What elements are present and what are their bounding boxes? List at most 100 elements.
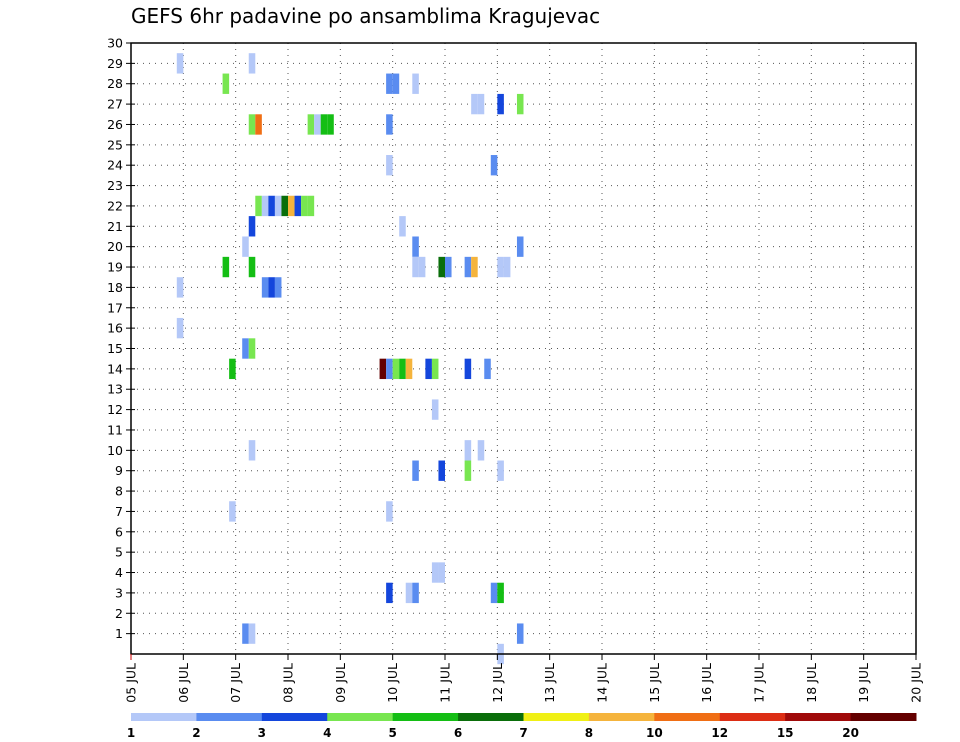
- precip-cell: [399, 216, 406, 237]
- precip-cell: [255, 195, 262, 217]
- x-tick-label: 09 JUL: [333, 663, 348, 703]
- precip-cell: [516, 623, 524, 644]
- y-tick-label: 28: [107, 76, 123, 91]
- y-tick-label: 13: [107, 382, 123, 397]
- y-tick-label: 5: [115, 545, 123, 560]
- precip-cell: [242, 623, 249, 644]
- precip-cell: [176, 317, 184, 339]
- x-tick-label: 18 JUL: [804, 663, 819, 703]
- colorbar: 1 2 3 4 5 6 7 8 10 12 15 20: [127, 713, 917, 740]
- precip-cell: [431, 562, 439, 583]
- precip-cell: [425, 358, 432, 380]
- colorbar-swatch: [327, 713, 394, 721]
- precip-cell: [327, 114, 334, 135]
- precip-cell: [307, 195, 315, 217]
- y-tick-label: 24: [107, 158, 123, 173]
- colorbar-label: 7: [519, 726, 527, 740]
- y-tick-label: 4: [115, 565, 123, 580]
- y-tick-label: 22: [107, 198, 123, 213]
- precip-cell: [412, 460, 419, 481]
- x-tick-label: 14 JUL: [595, 663, 610, 703]
- precip-cell: [288, 195, 295, 217]
- precip-cell: [497, 256, 504, 278]
- precip-cell: [471, 256, 478, 278]
- precip-cell: [386, 358, 393, 380]
- precip-cell: [497, 93, 504, 115]
- precip-cell: [307, 114, 315, 135]
- chart-title: GEFS 6hr padavine po ansamblima Kragujev…: [131, 4, 601, 28]
- y-tick-label: 10: [107, 443, 123, 458]
- precip-cell: [176, 277, 184, 298]
- precip-cell: [412, 236, 419, 257]
- precip-cell: [268, 195, 275, 217]
- colorbar-swatch: [458, 713, 524, 721]
- precip-cell: [386, 582, 393, 604]
- y-tick-label: 9: [115, 463, 123, 478]
- precip-cell: [477, 440, 485, 461]
- precip-cell: [248, 338, 256, 359]
- precip-cell: [229, 501, 236, 522]
- x-tick-label: 15 JUL: [647, 663, 662, 703]
- x-tick-label: 19 JUL: [856, 663, 871, 703]
- precip-cell: [248, 216, 256, 237]
- x-tick-label: 13 JUL: [542, 663, 557, 703]
- colorbar-swatch: [261, 713, 328, 721]
- y-tick-label: 25: [107, 137, 123, 152]
- precip-cell: [294, 195, 302, 217]
- precip-cell: [464, 440, 472, 461]
- precip-cell: [464, 358, 472, 380]
- precip-cell: [386, 114, 393, 135]
- colorbar-label: 10: [646, 726, 663, 740]
- precip-cell: [412, 256, 419, 278]
- y-tick-label: 29: [107, 56, 123, 71]
- colorbar-swatch: [654, 713, 721, 721]
- colorbar-swatch: [523, 713, 590, 721]
- precip-cell: [399, 358, 406, 380]
- precip-cell: [405, 358, 413, 380]
- precip-cell: [222, 256, 230, 278]
- precip-cell: [405, 582, 413, 604]
- x-tick-label: 12 JUL: [490, 663, 505, 703]
- precip-cell: [490, 155, 498, 176]
- y-tick-label: 20: [107, 239, 123, 254]
- colorbar-label: 12: [711, 726, 728, 740]
- colorbar-label: 8: [585, 726, 593, 740]
- precip-cell: [431, 358, 439, 380]
- x-tick-label: 10 JUL: [385, 663, 400, 703]
- y-tick-label: 7: [115, 504, 123, 519]
- precip-cell: [464, 460, 472, 481]
- y-tick-label: 3: [115, 585, 123, 600]
- y-tick-label: 19: [107, 260, 123, 275]
- precip-cell: [516, 93, 524, 115]
- precip-cell: [248, 53, 256, 74]
- precip-cell: [248, 440, 256, 461]
- colorbar-label: 1: [127, 726, 135, 740]
- y-tick-label: 14: [107, 361, 123, 376]
- precip-cell: [484, 358, 491, 380]
- precip-cell: [222, 73, 230, 94]
- precip-cell: [392, 358, 400, 380]
- precip-cell: [438, 562, 445, 583]
- precip-cell: [497, 460, 504, 481]
- colorbar-swatch: [196, 713, 263, 721]
- precip-cell: [255, 114, 262, 135]
- y-tick-label: 15: [107, 341, 123, 356]
- precip-cell: [242, 338, 249, 359]
- precip-cell: [503, 256, 511, 278]
- precip-cell: [248, 623, 256, 644]
- x-tick-label: 16 JUL: [699, 663, 714, 703]
- precip-cell: [392, 73, 400, 94]
- y-tick-label: 17: [107, 300, 123, 315]
- x-tick-label: 20 JUL: [909, 663, 924, 703]
- x-tick-label: 07 JUL: [228, 663, 243, 703]
- precip-cell: [242, 236, 249, 257]
- precip-cell: [412, 582, 419, 604]
- x-tick-label: 05 JUL: [124, 663, 139, 703]
- precip-cell: [431, 399, 439, 420]
- x-axis: 05 JUL 06 JUL 07 JUL 08 JUL 09 JUL 10 JUL 11 J…: [124, 654, 924, 703]
- colorbar-swatch: [850, 713, 917, 721]
- precip-cell: [471, 93, 478, 115]
- precip-cell: [248, 114, 256, 135]
- precip-cell: [386, 155, 393, 176]
- precip-cell: [438, 460, 445, 481]
